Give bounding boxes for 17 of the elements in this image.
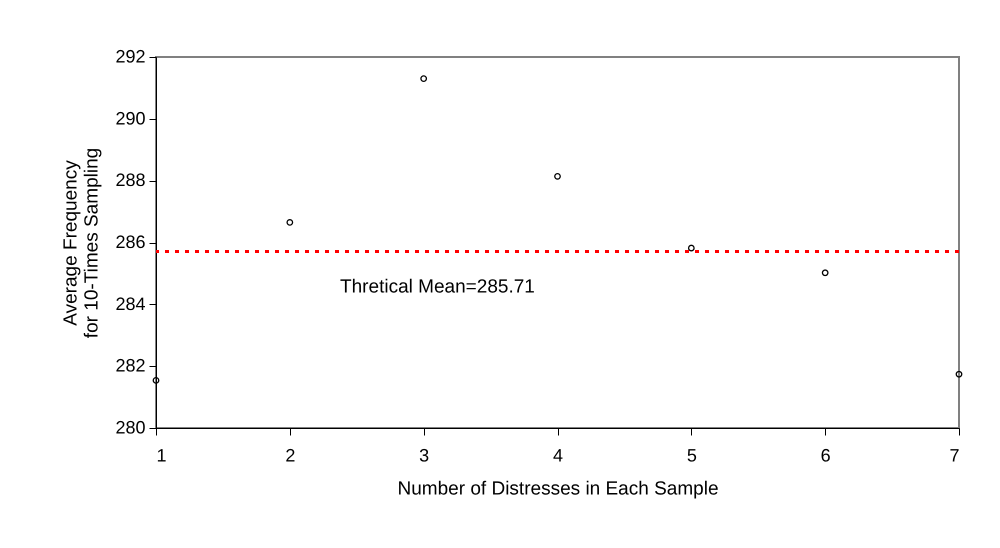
y-tick-label: 286 — [115, 232, 146, 252]
x-tick-label: 5 — [686, 446, 697, 466]
y-tick-label: 284 — [115, 294, 146, 314]
x-tick-label: 2 — [285, 446, 296, 466]
x-tick-label: 6 — [820, 446, 831, 466]
y-tick-label: 280 — [115, 418, 146, 438]
x-tick-label: 4 — [552, 446, 564, 466]
ref-line-label: Thretical Mean=285.71 — [340, 276, 535, 298]
y-tick-label: 290 — [115, 108, 146, 128]
x-tick-label: 7 — [949, 446, 960, 466]
y-tick-label: 292 — [115, 46, 146, 66]
y-axis-title: Average Frequency for 10-Times Sampling — [60, 148, 102, 338]
y-tick-label: 288 — [115, 170, 146, 190]
y-tick-label: 282 — [115, 356, 146, 376]
x-tick-label: 3 — [419, 446, 430, 466]
x-axis-title: Number of Distresses in Each Sample — [397, 478, 719, 500]
x-tick-label: 1 — [156, 446, 167, 466]
